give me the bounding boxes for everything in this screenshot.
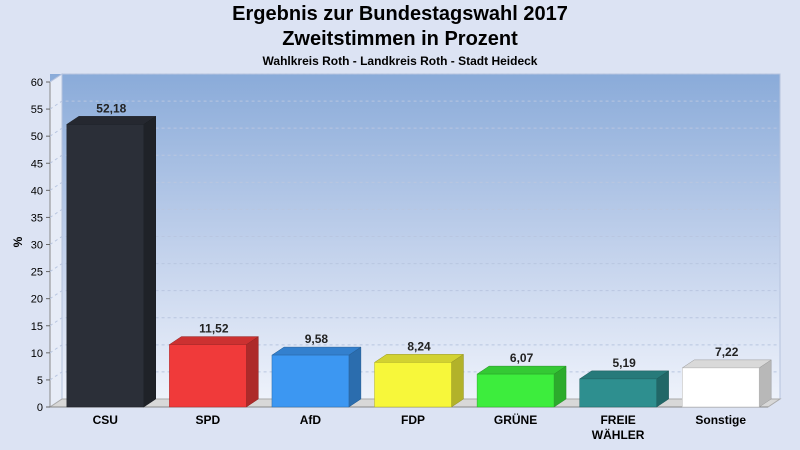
y-tick-label: 55 [31, 104, 43, 116]
x-tick-label: SPD [196, 413, 221, 427]
chart-title-line1: Ergebnis zur Bundestagswahl 2017 [232, 3, 568, 25]
x-axis-categories: CSU SPD AfD FDP GRÜNE FREIE WÄHLER Sonstige [93, 412, 747, 442]
x-tick-label: Sonstige [695, 413, 746, 427]
x-tick-label: FREIE WÄHLER [592, 413, 645, 442]
y-tick-label: 25 [31, 267, 43, 279]
data-labels: 52,18 11,52 9,58 8,24 6,07 5,19 7,22 [96, 101, 738, 370]
data-label: 52,18 [96, 101, 126, 115]
grid-lines [49, 73, 780, 381]
x-tick-label: AfD [300, 413, 322, 427]
bar-csu [65, 115, 157, 408]
y-tick-label: 0 [37, 402, 43, 414]
data-label: 6,07 [510, 351, 534, 365]
bar-freie-wähler [578, 370, 670, 408]
bars [65, 115, 773, 408]
bar-fdp [373, 353, 465, 408]
y-axis-label: % [11, 236, 25, 247]
y-tick-label: 60 [31, 77, 43, 89]
y-tick-label: 40 [31, 185, 43, 197]
y-tick-label: 20 [31, 294, 43, 306]
y-tick-label: 50 [31, 131, 43, 143]
y-tick-label: 10 [31, 348, 43, 360]
x-tick-label: FDP [401, 413, 425, 427]
x-tick-label: CSU [93, 413, 118, 427]
data-label: 9,58 [305, 332, 329, 346]
y-axis-ticks: 0 5 10 15 20 25 30 35 40 45 50 55 60 [31, 77, 50, 414]
chart-subtitle: Wahlkreis Roth - Landkreis Roth - Stadt … [262, 54, 538, 68]
y-tick-label: 30 [31, 240, 43, 252]
data-label: 11,52 [199, 322, 229, 336]
bar-afd [271, 346, 362, 408]
data-label: 5,19 [612, 356, 636, 370]
bar-grüne [476, 365, 567, 408]
data-label: 8,24 [407, 339, 431, 353]
data-label: 7,22 [715, 345, 739, 359]
x-tick-label: GRÜNE [494, 412, 537, 427]
y-tick-label: 15 [31, 321, 43, 333]
chart-title-line2: Zweitstimmen in Prozent [282, 28, 518, 50]
bar-sonstige [681, 359, 773, 408]
bar-spd [168, 336, 260, 408]
y-tick-label: 5 [37, 375, 43, 387]
y-tick-label: 35 [31, 212, 43, 224]
y-tick-label: 45 [31, 158, 43, 170]
